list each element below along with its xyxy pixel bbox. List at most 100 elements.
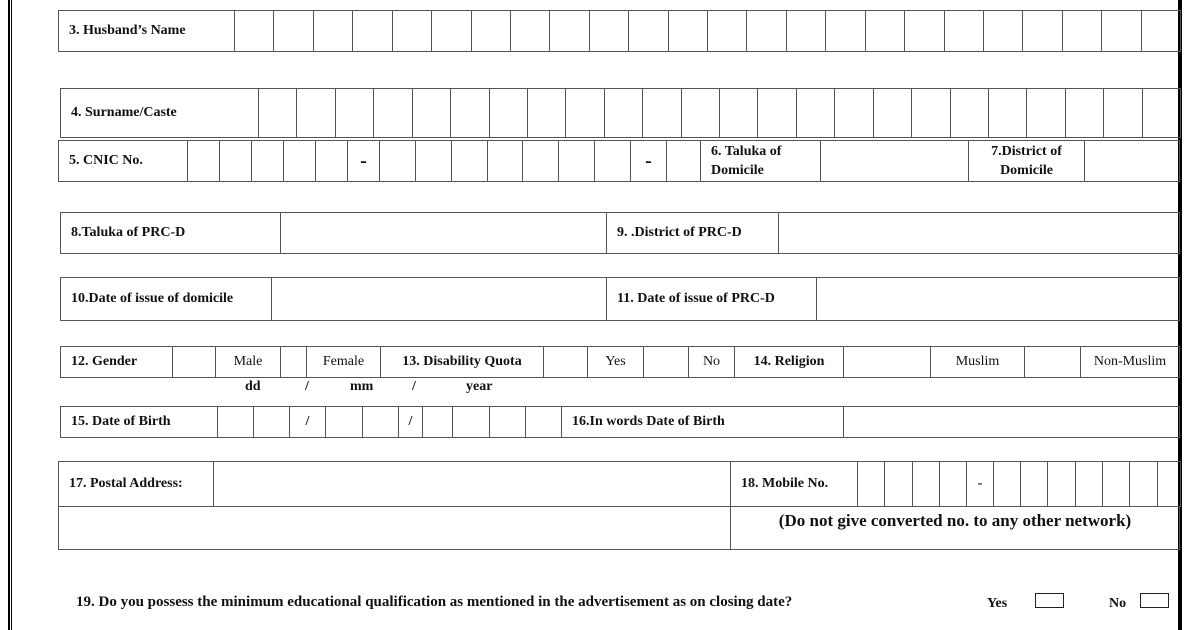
gender-female-checkbox[interactable] [280,346,307,378]
husband-name-cell[interactable] [825,10,866,52]
surname-cell[interactable] [719,88,758,138]
husband-name-cell[interactable] [510,10,550,52]
husband-name-cell[interactable] [352,10,393,52]
religion-non-muslim-checkbox[interactable] [1024,346,1081,378]
husband-name-cell[interactable] [944,10,984,52]
taluka-domicile-input[interactable] [820,140,969,182]
cnic-cell[interactable] [522,140,559,182]
disability-no-checkbox[interactable] [643,346,689,378]
surname-cell[interactable] [834,88,874,138]
husband-name-cell[interactable] [471,10,511,52]
disability-yes-checkbox[interactable] [543,346,588,378]
surname-cell[interactable] [258,88,297,138]
husband-name-cell[interactable] [707,10,747,52]
cnic-cell[interactable] [251,140,284,182]
husband-name-cell[interactable] [313,10,353,52]
district-domicile-input[interactable] [1084,140,1180,182]
husband-name-cell[interactable] [1022,10,1063,52]
cnic-cell[interactable] [315,140,348,182]
cnic-cell[interactable] [219,140,252,182]
husband-name-cell[interactable] [392,10,432,52]
cnic-cell[interactable] [666,140,701,182]
dob-cell[interactable] [325,406,363,438]
husband-name-cell[interactable] [865,10,905,52]
mobile-cell[interactable] [1129,461,1158,507]
mobile-cell[interactable] [1157,461,1181,507]
husband-name-cell[interactable] [1062,10,1102,52]
mobile-cell[interactable] [1075,461,1103,507]
religion-muslim-checkbox[interactable] [843,346,931,378]
husband-name-cell[interactable] [904,10,945,52]
surname-cell[interactable] [565,88,605,138]
dob-cell[interactable] [489,406,526,438]
cnic-cell[interactable] [451,140,488,182]
dob-cell[interactable] [253,406,290,438]
husband-name-cell[interactable] [628,10,669,52]
mobile-cell[interactable] [1102,461,1130,507]
postal-address-input[interactable] [213,461,731,507]
surname-cell[interactable] [1142,88,1181,138]
taluka-domicile-label: 6. Taluka of Domicile [700,140,821,182]
surname-cell[interactable] [911,88,951,138]
cnic-cell[interactable] [187,140,220,182]
cnic-cell[interactable] [379,140,416,182]
date-prc-input[interactable] [816,277,1180,321]
surname-cell[interactable] [642,88,682,138]
dob-cell[interactable] [525,406,562,438]
surname-cell[interactable] [604,88,643,138]
husband-name-cell[interactable] [668,10,708,52]
mobile-cell[interactable] [912,461,940,507]
surname-cell[interactable] [489,88,528,138]
gender-male-checkbox[interactable] [172,346,216,378]
q19-no-checkbox[interactable] [1140,593,1169,608]
surname-cell[interactable] [1026,88,1066,138]
mobile-cell[interactable] [857,461,885,507]
surname-cell[interactable] [335,88,374,138]
surname-cell[interactable] [950,88,989,138]
mobile-cell[interactable] [993,461,1021,507]
surname-cell[interactable] [796,88,835,138]
husband-name-cell[interactable] [234,10,274,52]
surname-cell[interactable] [873,88,912,138]
husband-name-cell[interactable] [1141,10,1181,52]
dob-cell[interactable] [362,406,399,438]
surname-cell[interactable] [296,88,336,138]
surname-cell[interactable] [1103,88,1143,138]
dob-cell[interactable] [452,406,490,438]
dob-cell[interactable] [422,406,453,438]
husband-name-cell[interactable] [589,10,629,52]
husband-name-cell[interactable] [1101,10,1142,52]
cnic-cell[interactable] [283,140,316,182]
cnic-cell[interactable] [594,140,631,182]
muslim-label: Muslim [930,346,1025,378]
husband-name-cell[interactable] [786,10,826,52]
mobile-cell[interactable] [1047,461,1076,507]
dob-cell[interactable] [217,406,254,438]
district-prc-input[interactable] [778,212,1180,254]
surname-cell[interactable] [681,88,720,138]
surname-cell[interactable] [373,88,413,138]
q19-yes-checkbox[interactable] [1035,593,1064,608]
cnic-cell[interactable] [487,140,523,182]
mobile-cell[interactable] [1020,461,1048,507]
taluka-domicile-line1: 6. Taluka of [711,144,782,159]
husband-name-cell[interactable] [549,10,590,52]
surname-cell[interactable] [988,88,1027,138]
surname-cell[interactable] [412,88,451,138]
cnic-cell[interactable] [558,140,595,182]
taluka-prc-input[interactable] [280,212,607,254]
mobile-cell[interactable] [939,461,967,507]
mobile-cell[interactable] [884,461,913,507]
husband-name-cell[interactable] [431,10,472,52]
surname-cell[interactable] [757,88,797,138]
postal-address-input-line2[interactable] [58,506,731,550]
cnic-cell[interactable] [415,140,452,182]
surname-cell[interactable] [1065,88,1104,138]
husband-name-cell[interactable] [273,10,314,52]
surname-cell[interactable] [450,88,490,138]
husband-name-cell[interactable] [983,10,1023,52]
husband-name-cell[interactable] [746,10,787,52]
surname-cell[interactable] [527,88,566,138]
date-domicile-input[interactable] [271,277,607,321]
dob-words-input[interactable] [843,406,1180,438]
